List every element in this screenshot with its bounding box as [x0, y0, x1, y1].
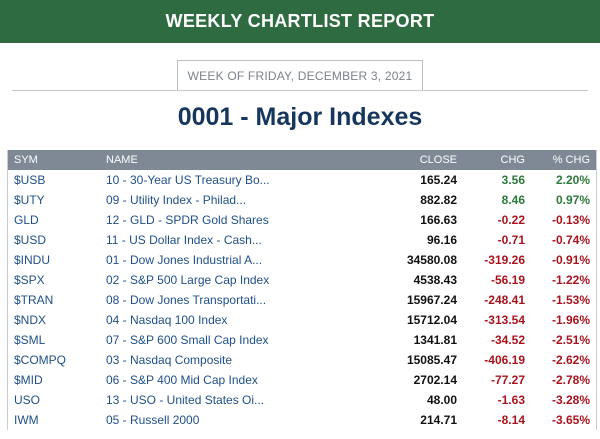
percent-change-value: 0.97% — [555, 193, 590, 207]
percent-change-value: -1.96% — [551, 313, 590, 327]
name-link[interactable]: 09 - Utility Index - Philad... — [106, 193, 247, 207]
percent-change-value: -1.53% — [551, 293, 590, 307]
close-value: 48.00 — [426, 393, 457, 407]
symbol-link[interactable]: $TRAN — [14, 293, 54, 307]
symbol-link[interactable]: GLD — [14, 213, 39, 227]
symbol-link[interactable]: $UTY — [14, 193, 45, 207]
percent-change-value: 2.20% — [555, 173, 590, 187]
week-container: WEEK OF FRIDAY, DECEMBER 3, 2021 — [0, 60, 600, 91]
col-pct-header[interactable]: % CHG — [552, 154, 590, 166]
table-row[interactable]: $TRAN 08 - Dow Jones Transportati... 15967… — [8, 290, 596, 310]
close-value: 34580.08 — [406, 253, 457, 267]
table-row[interactable]: GLD 12 - GLD - SPDR Gold Shares 166.63 -0.2… — [8, 210, 596, 230]
table-row[interactable]: IWM 05 - Russell 2000 214.71 -8.14 -3.65% — [8, 410, 596, 430]
table-row[interactable]: $USB 10 - 30-Year US Treasury Bo... 165.24… — [8, 170, 596, 190]
col-chg-header[interactable]: CHG — [500, 154, 525, 166]
percent-change-value: -0.91% — [551, 253, 590, 267]
close-value: 166.63 — [420, 213, 457, 227]
name-link[interactable]: 11 - US Dollar Index - Cash... — [106, 233, 262, 247]
percent-change-value: -2.62% — [551, 353, 590, 367]
index-table: SYM NAME CLOSE CHG % CHG $USB 10 - 30-Yea… — [7, 150, 597, 430]
table-header: SYM NAME CLOSE CHG % CHG — [8, 150, 596, 170]
name-link[interactable]: 05 - Russell 2000 — [106, 413, 200, 427]
col-close-header[interactable]: CLOSE — [419, 154, 457, 166]
col-sym-header[interactable]: SYM — [14, 154, 38, 166]
name-link[interactable]: 04 - Nasdaq 100 Index — [106, 313, 228, 327]
name-link[interactable]: 13 - USO - United States Oi... — [106, 393, 265, 407]
change-value: -406.19 — [484, 353, 525, 367]
symbol-link[interactable]: $MID — [14, 373, 43, 387]
table-row[interactable]: USO 13 - USO - United States Oi... 48.00 -1… — [8, 390, 596, 410]
table-row[interactable]: $INDU 01 - Dow Jones Industrial A... 34580… — [8, 250, 596, 270]
table-row[interactable]: $MID 06 - S&P 400 Mid Cap Index 2702.14 -77… — [8, 370, 596, 390]
change-value: -77.27 — [490, 373, 525, 387]
close-value: 1341.81 — [413, 333, 457, 347]
symbol-link[interactable]: $USB — [14, 173, 46, 187]
table-row[interactable]: $COMPQ 03 - Nasdaq Composite 15085.47 -406.… — [8, 350, 596, 370]
name-link[interactable]: 02 - S&P 500 Large Cap Index — [106, 273, 270, 287]
report-title: WEEKLY CHARTLIST REPORT — [165, 11, 435, 31]
symbol-link[interactable]: $USD — [14, 233, 47, 247]
week-label: WEEK OF FRIDAY, DECEMBER 3, 2021 — [176, 60, 424, 91]
symbol-link[interactable]: IWM — [14, 413, 39, 427]
table-row[interactable]: $SML 07 - S&P 600 Small Cap Index 1341.81 -… — [8, 330, 596, 350]
change-value: 8.46 — [501, 193, 525, 207]
symbol-link[interactable]: $INDU — [14, 253, 51, 267]
symbol-link[interactable]: $COMPQ — [14, 353, 67, 367]
symbol-link[interactable]: $NDX — [14, 313, 47, 327]
table-row[interactable]: $UTY 09 - Utility Index - Philad... 882.82… — [8, 190, 596, 210]
close-value: 2702.14 — [413, 373, 457, 387]
close-value: 882.82 — [420, 193, 457, 207]
col-name-header[interactable]: NAME — [106, 154, 138, 166]
name-link[interactable]: 03 - Nasdaq Composite — [106, 353, 233, 367]
change-value: -56.19 — [490, 273, 525, 287]
change-value: -313.54 — [484, 313, 525, 327]
name-link[interactable]: 01 - Dow Jones Industrial A... — [106, 253, 263, 267]
percent-change-value: -3.28% — [551, 393, 590, 407]
close-value: 214.71 — [420, 413, 457, 427]
symbol-link[interactable]: $SML — [14, 333, 46, 347]
table-row[interactable]: $USD 11 - US Dollar Index - Cash... 96.16 -… — [8, 230, 596, 250]
change-value: -34.52 — [490, 333, 525, 347]
name-link[interactable]: 06 - S&P 400 Mid Cap Index — [106, 373, 258, 387]
name-link[interactable]: 12 - GLD - SPDR Gold Shares — [106, 213, 269, 227]
percent-change-value: -1.22% — [551, 273, 590, 287]
table-row[interactable]: $NDX 04 - Nasdaq 100 Index 15712.04 -313.54… — [8, 310, 596, 330]
close-value: 15712.04 — [406, 313, 457, 327]
percent-change-value: -2.51% — [551, 333, 590, 347]
table-body: $USB 10 - 30-Year US Treasury Bo... 165.24… — [8, 170, 596, 430]
percent-change-value: -0.13% — [551, 213, 590, 227]
divider — [12, 90, 588, 91]
change-value: -0.71 — [497, 233, 525, 247]
name-link[interactable]: 08 - Dow Jones Transportati... — [106, 293, 267, 307]
name-link[interactable]: 07 - S&P 600 Small Cap Index — [106, 333, 269, 347]
percent-change-value: -2.78% — [551, 373, 590, 387]
symbol-link[interactable]: $SPX — [14, 273, 45, 287]
change-value: -248.41 — [484, 293, 525, 307]
percent-change-value: -3.65% — [551, 413, 590, 427]
close-value: 96.16 — [426, 233, 457, 247]
name-link[interactable]: 10 - 30-Year US Treasury Bo... — [106, 173, 270, 187]
percent-change-value: -0.74% — [551, 233, 590, 247]
change-value: -319.26 — [484, 253, 525, 267]
close-value: 4538.43 — [413, 273, 457, 287]
close-value: 165.24 — [420, 173, 457, 187]
change-value: 3.56 — [501, 173, 525, 187]
close-value: 15967.24 — [406, 293, 457, 307]
change-value: -8.14 — [497, 413, 525, 427]
close-value: 15085.47 — [406, 353, 457, 367]
table-row[interactable]: $SPX 02 - S&P 500 Large Cap Index 4538.43 -… — [8, 270, 596, 290]
symbol-link[interactable]: USO — [14, 393, 41, 407]
change-value: -1.63 — [497, 393, 525, 407]
change-value: -0.22 — [497, 213, 525, 227]
report-header: WEEKLY CHARTLIST REPORT — [0, 0, 600, 43]
chartlist-title: 0001 - Major Indexes — [177, 102, 423, 131]
